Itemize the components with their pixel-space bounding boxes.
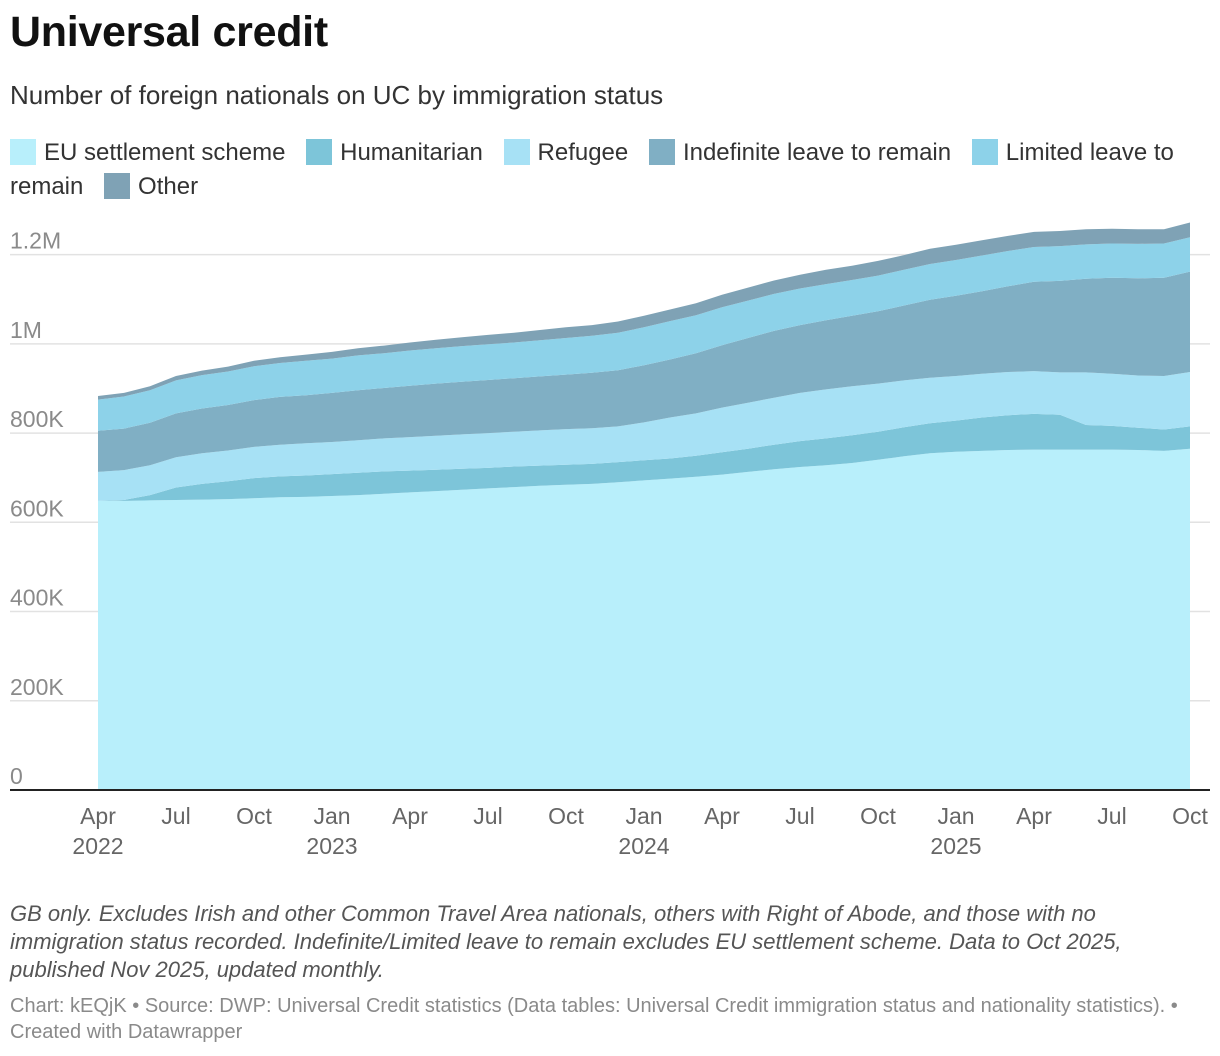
x-tick-year: 2025 <box>930 833 981 859</box>
area-indefinite-leave-to-remain <box>98 271 1190 472</box>
y-tick-label: 1M <box>10 317 42 343</box>
legend-label: EU settlement scheme <box>44 139 286 166</box>
legend-swatch <box>104 173 131 199</box>
y-tick-label: 400K <box>10 585 64 611</box>
x-tick-label: Jan <box>937 803 974 829</box>
x-tick-label: Jul <box>785 803 814 829</box>
y-tick-label: 600K <box>10 495 64 521</box>
x-tick-label: Apr <box>80 803 116 829</box>
x-tick-label: Oct <box>548 803 584 829</box>
y-tick-label: 800K <box>10 406 64 432</box>
legend-label: Limited leave to remain <box>10 139 1174 200</box>
x-tick-label: Jul <box>161 803 190 829</box>
x-tick-label: Apr <box>392 803 428 829</box>
legend-swatch <box>971 139 998 165</box>
legend-label: Humanitarian <box>340 139 483 166</box>
y-tick-label: 200K <box>10 674 64 700</box>
legend-item-indefinite-leave: Indefinite leave to remain <box>648 139 952 166</box>
legend-label: Other <box>138 173 199 200</box>
legend: EU settlement scheme Humanitarian Refuge… <box>10 136 1200 204</box>
area-other <box>98 222 1190 400</box>
legend-item-other: Other <box>104 173 198 200</box>
x-tick-label: Oct <box>236 803 272 829</box>
x-tick-label: Jul <box>473 803 502 829</box>
legend-item-refugee: Refugee <box>503 139 629 166</box>
area-series-group <box>98 222 1190 790</box>
x-tick-year: 2023 <box>306 833 357 859</box>
y-tick-label: 1.2M <box>10 228 61 254</box>
y-tick-label: 0 <box>10 763 23 789</box>
area-refugee <box>98 371 1190 501</box>
x-tick-label: Oct <box>1172 803 1208 829</box>
x-tick-label: Apr <box>704 803 740 829</box>
x-tick-label: Jul <box>1097 803 1126 829</box>
legend-swatch <box>10 139 36 165</box>
axes: Apr 2022 Jul Oct Jan 2023 Apr Jul Oct Jan 2024 Apr J… <box>10 789 1210 859</box>
chart-notes: GB only. Excludes Irish and other Common… <box>10 901 1122 982</box>
legend-label: Indefinite leave to remain <box>682 139 952 166</box>
area-humanitarian <box>98 413 1190 501</box>
legend-swatch <box>503 139 530 165</box>
legend-item-limited-leave: Limited leave to remain <box>10 139 1174 200</box>
x-tick-year: 2024 <box>618 833 669 859</box>
stacked-area-chart: 0 200K 400K 600K 800K 1M 1.2M Apr 2022 Jul Oct Jan… <box>10 222 1210 859</box>
x-tick-label: Oct <box>860 803 896 829</box>
area-limited-leave-to-remain <box>98 237 1190 431</box>
legend-label: Refugee <box>537 139 629 166</box>
legend-swatch <box>306 139 333 165</box>
legend-swatch <box>648 139 675 165</box>
legend-item-eu-settlement-scheme: EU settlement scheme <box>10 139 285 166</box>
x-tick-label: Apr <box>1016 803 1052 829</box>
area-eu-settlement-scheme <box>98 448 1190 790</box>
legend-item-humanitarian: Humanitarian <box>306 139 483 166</box>
x-tick-label: Jan <box>313 803 350 829</box>
chart-credit: Chart: kEQjK • Source: DWP: Universal Cr… <box>10 995 1178 1043</box>
x-tick-year: 2022 <box>72 833 123 859</box>
chart-subtitle: Number of foreign nationals on UC by imm… <box>10 80 664 110</box>
chart-title: Universal credit <box>10 8 328 56</box>
x-tick-label: Jan <box>625 803 662 829</box>
